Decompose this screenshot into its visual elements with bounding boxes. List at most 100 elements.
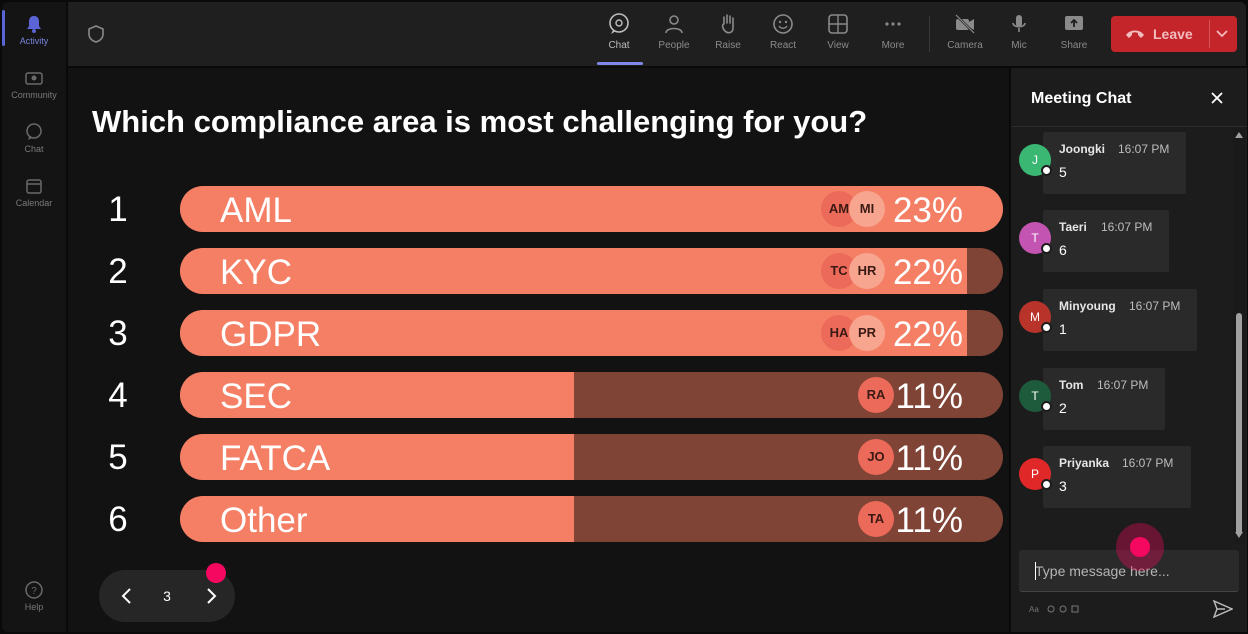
- poll-option-percent: 23%: [892, 191, 963, 230]
- click-indicator-core: [1130, 537, 1150, 557]
- poll-option-label: Other: [220, 501, 308, 540]
- people-icon: [665, 15, 683, 34]
- hang-up-icon: [1126, 30, 1144, 38]
- poll-option-label: KYC: [220, 253, 292, 292]
- voter-avatar: HR: [849, 253, 885, 289]
- poll-option-row: 3 GDPR 22% HA PR: [68, 310, 1009, 356]
- help-icon: ?: [25, 581, 43, 599]
- chat-message-bubble: Joongki 16:07 PM 5: [1043, 132, 1186, 194]
- leave-button-label: Leave: [1153, 26, 1193, 42]
- chat-icon: [609, 13, 629, 34]
- view-button[interactable]: View: [813, 12, 863, 51]
- scroll-up-arrow-icon[interactable]: [1235, 132, 1243, 138]
- poll-option-rank: 2: [108, 252, 128, 291]
- smiley-icon: [773, 14, 793, 34]
- rail-item-help[interactable]: ? Help: [2, 580, 66, 612]
- chat-message-bubble: Tom 16:07 PM 2: [1043, 368, 1165, 430]
- chat-sender-name: Minyoung: [1059, 299, 1116, 313]
- voter-avatar: TA: [858, 501, 894, 537]
- presence-status-dot: [1041, 322, 1052, 333]
- message-compose-box[interactable]: [1019, 550, 1239, 592]
- page-number: 3: [163, 588, 171, 604]
- chevron-left-icon[interactable]: [117, 586, 137, 606]
- poll-option-label: SEC: [220, 377, 292, 416]
- poll-option-label: AML: [220, 191, 292, 230]
- message-input[interactable]: [1019, 550, 1239, 592]
- voter-avatar: PR: [849, 315, 885, 351]
- poll-option-row: 1 AML 23% AM MI: [68, 186, 1009, 232]
- chat-timestamp: 16:07 PM: [1097, 378, 1149, 392]
- leave-split-divider: [1209, 20, 1210, 48]
- poll-option-fill: [180, 372, 574, 418]
- chevron-right-icon[interactable]: [201, 586, 221, 606]
- chat-panel-title: Meeting Chat: [1031, 90, 1132, 107]
- chat-icon: [26, 123, 42, 140]
- poll-option-bar: KYC 22% TC HR: [180, 248, 1003, 294]
- shield-icon: [88, 25, 104, 43]
- presence-status-dot: [1041, 165, 1052, 176]
- rail-item-community[interactable]: Community: [2, 68, 66, 100]
- poll-option-bar: FATCA 11% JO: [180, 434, 1003, 480]
- chat-message-text: 6: [1059, 242, 1067, 258]
- chat-scrollbar-thumb[interactable]: [1236, 313, 1242, 535]
- svg-text:?: ?: [31, 586, 37, 597]
- close-icon[interactable]: [1209, 90, 1225, 106]
- rail-item-activity[interactable]: Activity: [2, 14, 66, 46]
- chat-button[interactable]: Chat: [594, 12, 644, 51]
- chat-sender-name: Priyanka: [1059, 456, 1110, 470]
- more-button[interactable]: More: [868, 12, 918, 51]
- mic-button[interactable]: Mic: [994, 12, 1044, 51]
- rail-label-community: Community: [11, 90, 57, 100]
- chat-sender-name: Tom: [1059, 378, 1084, 392]
- people-button[interactable]: People: [649, 12, 699, 51]
- poll-option-bar: AML 23% AM MI: [180, 186, 1003, 232]
- click-indicator-pulse: [1116, 523, 1164, 571]
- camera-button[interactable]: Camera: [940, 12, 990, 51]
- share-button[interactable]: Share: [1049, 12, 1099, 51]
- poll-option-percent: 11%: [895, 377, 963, 416]
- chat-active-indicator: [597, 62, 643, 65]
- chat-button-label: Chat: [608, 40, 630, 51]
- chat-timestamp: 16:07 PM: [1101, 220, 1153, 234]
- click-indicator-dot: [206, 563, 226, 583]
- raise-hand-button[interactable]: Raise: [703, 12, 753, 51]
- rail-item-calendar[interactable]: Calendar: [2, 176, 66, 208]
- chat-message-text: 1: [1059, 321, 1067, 337]
- scroll-down-arrow-icon[interactable]: [1235, 532, 1243, 538]
- chat-timestamp: 16:07 PM: [1129, 299, 1181, 313]
- rail-label-calendar: Calendar: [15, 198, 53, 208]
- voter-avatar: JO: [858, 439, 894, 475]
- chat-header-divider: [1011, 126, 1247, 127]
- chat-sender-avatar[interactable]: M: [1019, 301, 1051, 333]
- react-button-label: React: [769, 40, 797, 51]
- meeting-chat-panel: Meeting Chat Joongki 16:07 PM 5 J Taeri 16:07…: [1011, 68, 1247, 632]
- view-button-label: View: [827, 40, 849, 51]
- poll-option-rank: 4: [108, 376, 128, 415]
- chat-message-bubble: Taeri 16:07 PM 6: [1043, 210, 1169, 272]
- poll-option-percent: 11%: [895, 501, 963, 540]
- rail-label-activity: Activity: [19, 36, 49, 46]
- raise-hand-label: Raise: [715, 40, 741, 51]
- presence-status-dot: [1041, 243, 1052, 254]
- svg-text:Aa: Aa: [1029, 605, 1039, 614]
- chat-message-text: 3: [1059, 478, 1067, 494]
- camera-button-label: Camera: [947, 40, 983, 51]
- poll-option-fill: [180, 434, 574, 480]
- poll-option-label: FATCA: [220, 439, 331, 478]
- send-icon[interactable]: [1213, 600, 1233, 618]
- text-caret: [1035, 562, 1036, 580]
- poll-option-row: 6 Other 11% TA: [68, 496, 1009, 542]
- poll-option-bar: GDPR 22% HA PR: [180, 310, 1003, 356]
- rail-label-chat: Chat: [24, 144, 44, 154]
- poll-option-label: GDPR: [220, 315, 322, 354]
- poll-option-row: 5 FATCA 11% JO: [68, 434, 1009, 480]
- bell-icon: [27, 16, 41, 33]
- rail-item-chat[interactable]: Chat: [2, 122, 66, 154]
- chevron-down-icon[interactable]: [1215, 27, 1229, 41]
- chat-message-text: 5: [1059, 164, 1067, 180]
- toolbar-divider: [929, 16, 930, 52]
- format-options-icon[interactable]: Aa: [1029, 604, 1099, 614]
- react-button[interactable]: React: [758, 12, 808, 51]
- leave-button[interactable]: Leave: [1111, 16, 1237, 52]
